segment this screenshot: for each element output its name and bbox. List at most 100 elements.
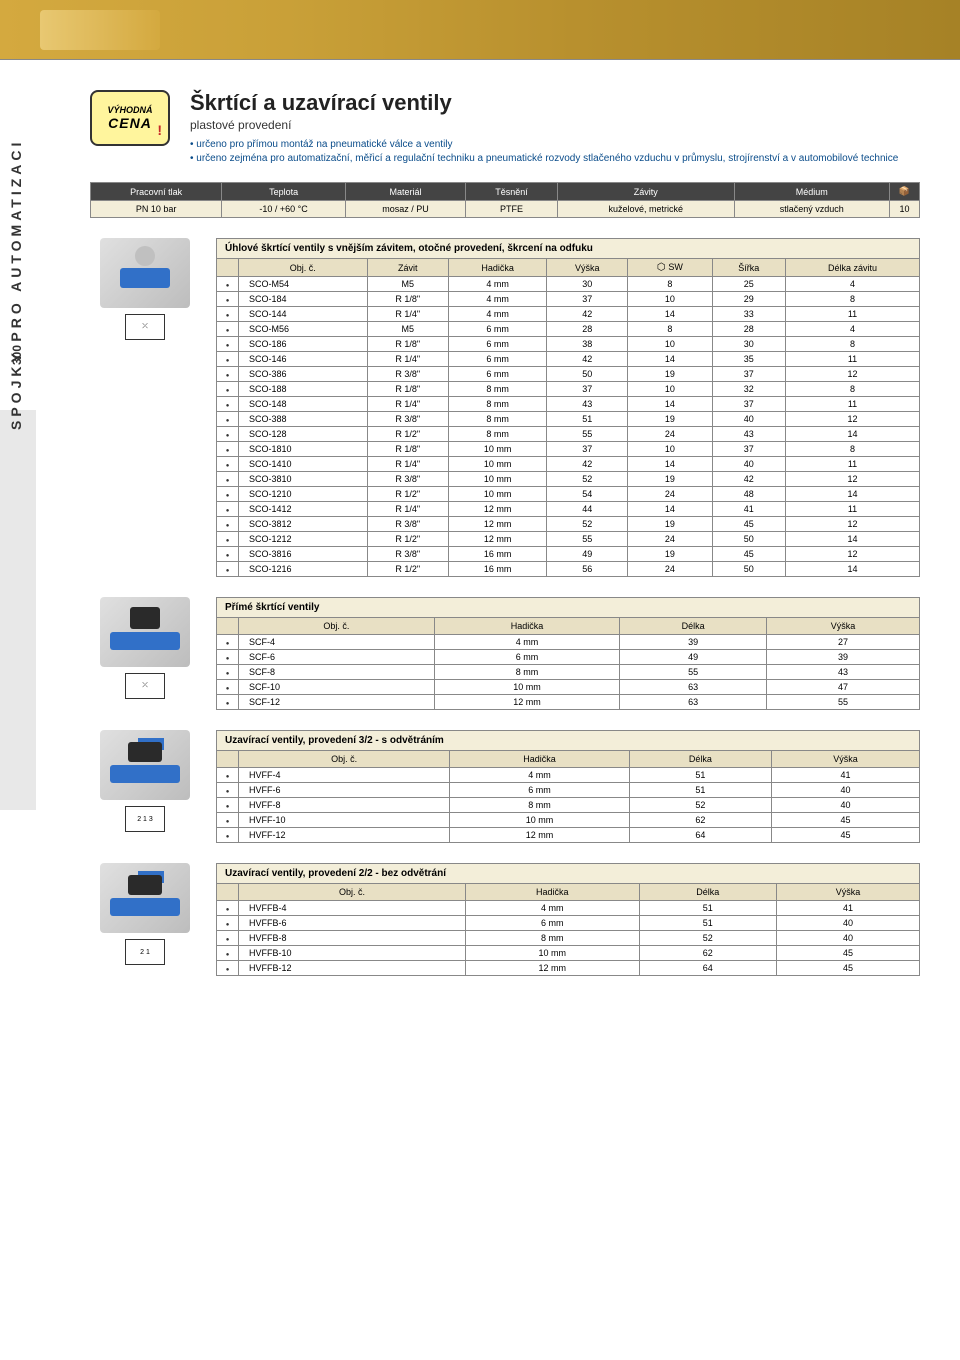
- cell: 40: [712, 412, 785, 427]
- cell: 4 mm: [450, 768, 630, 783]
- table-row: HVFFB-44 mm5141: [217, 901, 920, 916]
- bullet-1: určeno pro přímou montáž na pneumatické …: [190, 138, 920, 152]
- cell: SCO-1810: [239, 442, 368, 457]
- table-row: HVFFB-1010 mm6245: [217, 946, 920, 961]
- cell: 12: [786, 547, 920, 562]
- stock-dot: [217, 457, 239, 472]
- cell: R 1/2": [367, 427, 448, 442]
- stock-dot: [217, 828, 239, 843]
- col-header: Délka: [639, 884, 776, 901]
- cell: 16 mm: [449, 547, 547, 562]
- col-header: Výška: [767, 618, 920, 635]
- col-header: [217, 618, 239, 635]
- cell: 56: [547, 562, 628, 577]
- stock-dot: [217, 397, 239, 412]
- table-row: SCO-M56M56 mm288284: [217, 322, 920, 337]
- cell: 8 mm: [434, 665, 620, 680]
- cell: 50: [712, 532, 785, 547]
- cell: 12: [786, 517, 920, 532]
- cell: 8 mm: [465, 931, 639, 946]
- section-3: 2 1 3 Uzavírací ventily, provedení 3/2 -…: [90, 730, 920, 843]
- cell: 38: [547, 337, 628, 352]
- product-image-1: [100, 238, 190, 308]
- cell: 10 mm: [449, 457, 547, 472]
- table-row: SCO-1210R 1/2"10 mm54244814: [217, 487, 920, 502]
- stock-dot: [217, 768, 239, 783]
- cell: 50: [712, 562, 785, 577]
- cell: 32: [712, 382, 785, 397]
- cell: SCO-1410: [239, 457, 368, 472]
- symbol-2: ⤫: [125, 673, 165, 699]
- spec-cell: PN 10 bar: [91, 201, 222, 218]
- table-row: SCO-M54M54 mm308254: [217, 277, 920, 292]
- table-row: SCO-146R 1/4"6 mm42143511: [217, 352, 920, 367]
- section-4: 2 1 Uzavírací ventily, provedení 2/2 - b…: [90, 863, 920, 976]
- cell: SCO-128: [239, 427, 368, 442]
- symbol-1: ⤫: [125, 314, 165, 340]
- col-header: Obj. č.: [239, 884, 466, 901]
- cell: 29: [712, 292, 785, 307]
- cell: 28: [547, 322, 628, 337]
- cell: 25: [712, 277, 785, 292]
- col-header: Výška: [776, 884, 919, 901]
- cell: R 1/2": [367, 532, 448, 547]
- cell: 10 mm: [449, 442, 547, 457]
- cell: 12 mm: [449, 502, 547, 517]
- cell: 6 mm: [450, 783, 630, 798]
- cell: 19: [628, 472, 712, 487]
- cell: 12 mm: [449, 532, 547, 547]
- stock-dot: [217, 382, 239, 397]
- cell: 43: [547, 397, 628, 412]
- table-row: HVFF-88 mm5240: [217, 798, 920, 813]
- cell: 10: [628, 442, 712, 457]
- stock-dot: [217, 680, 239, 695]
- page-content: 300 SPOJKY PRO AUTOMATIZACI VÝHODNÁ CENA…: [0, 60, 960, 1026]
- table-row: SCF-44 mm3927: [217, 635, 920, 650]
- cell: 14: [786, 427, 920, 442]
- spec-header: Těsnění: [466, 183, 558, 201]
- cell: 12 mm: [434, 695, 620, 710]
- table-row: SCO-148R 1/4"8 mm43143711: [217, 397, 920, 412]
- cell: 37: [712, 367, 785, 382]
- cell: 52: [639, 931, 776, 946]
- section-1: ⤫ Úhlové škrtící ventily s vnějším závit…: [90, 238, 920, 577]
- stock-dot: [217, 502, 239, 517]
- cell: 12: [786, 412, 920, 427]
- cell: HVFFB-12: [239, 961, 466, 976]
- cell: 41: [771, 768, 919, 783]
- cell: 55: [547, 427, 628, 442]
- table-row: SCO-1216R 1/2"16 mm56245014: [217, 562, 920, 577]
- cell: 51: [629, 768, 771, 783]
- stock-dot: [217, 813, 239, 828]
- cell: 11: [786, 397, 920, 412]
- table-row: HVFF-66 mm5140: [217, 783, 920, 798]
- cell: 64: [629, 828, 771, 843]
- cell: 42: [712, 472, 785, 487]
- cell: 42: [547, 307, 628, 322]
- cell: 45: [771, 813, 919, 828]
- spec-header: Teplota: [222, 183, 346, 201]
- thumb-4: 2 1: [90, 863, 200, 965]
- cell: 41: [712, 502, 785, 517]
- cell: 55: [620, 665, 767, 680]
- data-table-3: Uzavírací ventily, provedení 3/2 - s odv…: [216, 730, 920, 843]
- cell: 39: [767, 650, 920, 665]
- cell: SCO-188: [239, 382, 368, 397]
- cell: 35: [712, 352, 785, 367]
- cell: R 3/8": [367, 412, 448, 427]
- cell: 49: [620, 650, 767, 665]
- table3-caption: Uzavírací ventily, provedení 3/2 - s odv…: [216, 730, 920, 750]
- cell: 8 mm: [449, 397, 547, 412]
- cell: 14: [628, 307, 712, 322]
- stock-dot: [217, 650, 239, 665]
- cell: 14: [628, 457, 712, 472]
- cell: 41: [776, 901, 919, 916]
- cell: 44: [547, 502, 628, 517]
- cell: R 1/4": [367, 307, 448, 322]
- product-image-3: [100, 730, 190, 800]
- table-row: SCO-3816R 3/8"16 mm49194512: [217, 547, 920, 562]
- cell: SCO-3816: [239, 547, 368, 562]
- cell: R 1/8": [367, 442, 448, 457]
- cell: 37: [547, 442, 628, 457]
- stock-dot: [217, 695, 239, 710]
